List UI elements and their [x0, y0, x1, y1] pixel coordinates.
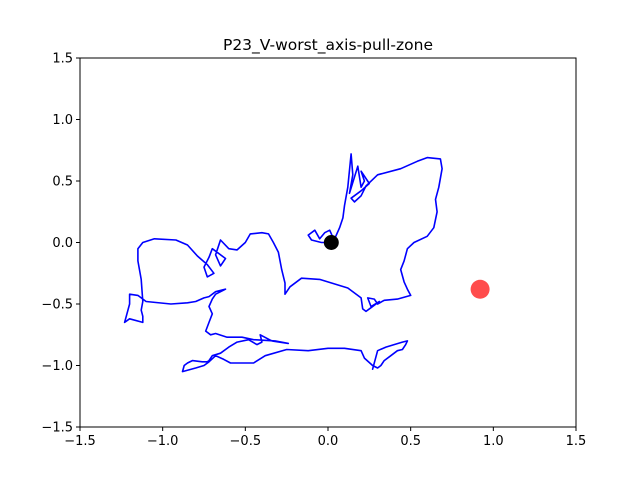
end-point-marker	[470, 279, 490, 299]
y-tick-label: −1.5	[41, 421, 73, 436]
x-tick-label: 1.0	[483, 434, 504, 449]
plot-frame	[79, 57, 577, 428]
x-tick-label: −1.0	[147, 434, 179, 449]
y-tick-label: 0.5	[52, 175, 73, 190]
y-tick-label: 0.0	[52, 236, 73, 251]
y-tick-label: 1.0	[52, 113, 73, 128]
y-tick-label: −0.5	[41, 298, 73, 313]
y-tick-label: 1.5	[52, 52, 73, 67]
x-tick-label: −1.5	[64, 434, 96, 449]
y-tick-label: −1.0	[41, 359, 73, 374]
x-tick-label: −0.5	[230, 434, 262, 449]
data-layer	[123, 153, 490, 373]
axis-layer: −1.5 −1.0 −0.5 0.0 0.5 1.0 1.5 −1.5 −1.0 −0.5 0.0 0…	[41, 52, 586, 450]
start-point-marker	[323, 235, 339, 250]
x-tick-label: 1.5	[566, 434, 587, 449]
trajectory-line	[123, 153, 443, 373]
x-tick-label: 0.0	[318, 434, 339, 449]
x-tick-label: 0.5	[400, 434, 421, 449]
chart-title: P23_V-worst_axis-pull-zone	[223, 36, 433, 55]
